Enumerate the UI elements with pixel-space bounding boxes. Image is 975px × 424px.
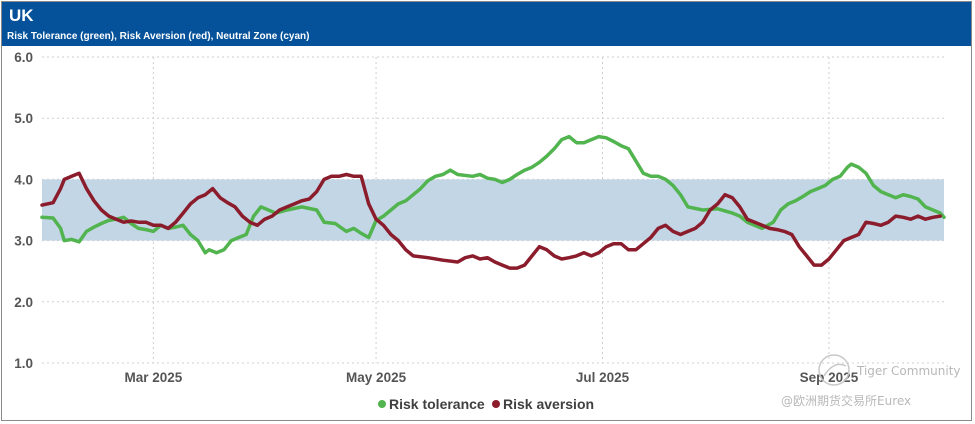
chart-title: UK [9, 6, 34, 25]
watermark-logo-icon [818, 354, 850, 386]
y-tick-label: 1.0 [14, 356, 33, 371]
legend-marker-risk-aversion [492, 400, 500, 408]
watermark-logo-stroke [823, 363, 847, 377]
y-tick-label: 2.0 [14, 295, 33, 310]
x-axis-ticks: Mar 2025 May 2025 Jul 2025 Sep 2025 [124, 370, 858, 385]
y-tick-label: 4.0 [14, 172, 33, 187]
watermark-line1: Tiger Community [856, 364, 961, 378]
x-tick-label: May 2025 [346, 370, 407, 385]
neutral-zone-band [42, 179, 944, 241]
legend: Risk tolerance Risk aversion [378, 396, 594, 412]
legend-label-risk-aversion: Risk aversion [503, 396, 594, 412]
y-tick-label: 3.0 [14, 234, 33, 249]
y-axis-ticks: 6.0 5.0 4.0 3.0 2.0 1.0 [14, 50, 33, 371]
x-tick-label: Mar 2025 [124, 370, 182, 385]
legend-marker-risk-tolerance [378, 400, 386, 408]
gridlines [42, 56, 944, 364]
watermark: Tiger Community @欧洲期货交易所Eurex [781, 354, 961, 408]
series-line-risk-tolerance [40, 134, 946, 255]
x-tick-label: Sep 2025 [800, 370, 859, 385]
y-tick-label: 5.0 [14, 111, 33, 126]
chart-subtitle: Risk Tolerance (green), Risk Aversion (r… [7, 31, 310, 42]
watermark-line2: @欧洲期货交易所Eurex [781, 393, 911, 408]
x-tick-label: Jul 2025 [576, 370, 630, 385]
series-lines [40, 134, 946, 270]
series-line-risk-aversion [40, 171, 943, 270]
legend-label-risk-tolerance: Risk tolerance [389, 396, 485, 412]
chart-header: UK Risk Tolerance (green), Risk Aversion… [2, 2, 971, 46]
y-tick-label: 6.0 [14, 50, 33, 65]
